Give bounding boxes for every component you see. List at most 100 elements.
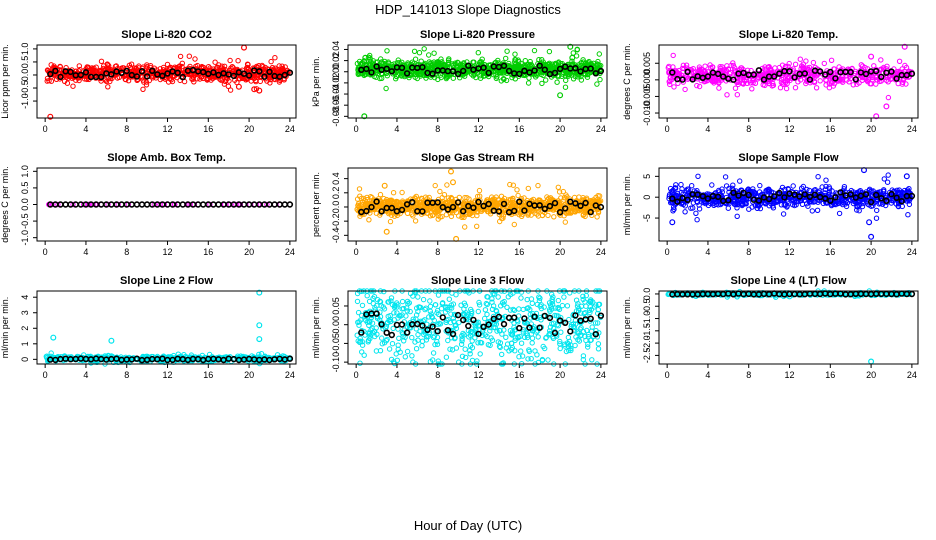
hourly-mean-point <box>776 70 783 77</box>
hourly-mean-point <box>378 208 385 215</box>
hourly-mean-point <box>215 201 222 208</box>
x-tick-label: 8 <box>435 124 440 134</box>
data-point <box>176 63 182 70</box>
data-point <box>702 63 708 69</box>
x-tick-label: 0 <box>43 124 48 134</box>
data-point <box>525 80 532 86</box>
hourly-mean-point <box>475 198 482 206</box>
outlier-point <box>256 322 263 329</box>
data-point <box>122 76 129 83</box>
panel-frame <box>36 44 297 119</box>
data-point <box>257 78 263 85</box>
x-tick-label: 12 <box>474 247 484 257</box>
data-point <box>510 182 516 188</box>
data-point <box>506 60 512 67</box>
hourly-mean-point <box>52 67 59 75</box>
hourly-mean-point <box>827 197 834 204</box>
data-point <box>207 65 213 71</box>
hourly-mean-point <box>714 193 722 201</box>
data-point <box>749 86 755 92</box>
data-point <box>455 60 461 66</box>
data-point <box>563 192 569 198</box>
data-point <box>562 84 569 90</box>
hourly-mean-point <box>480 64 487 71</box>
y-tick-label: 0.005 <box>642 52 652 75</box>
data-point <box>268 58 274 65</box>
x-tick-label: 4 <box>83 370 88 380</box>
data-point <box>432 182 438 189</box>
y-tick-label: 0.00 <box>331 316 341 334</box>
x-tick-label: 20 <box>244 370 254 380</box>
data-point <box>696 202 702 208</box>
hourly-mean-point <box>725 197 732 204</box>
data-point <box>680 201 686 208</box>
data-point <box>573 207 579 213</box>
data-point <box>809 208 815 214</box>
outlier-point <box>569 54 576 61</box>
x-tick-label: 16 <box>203 124 213 134</box>
data-point <box>815 174 821 180</box>
data-point <box>258 351 265 357</box>
data-point <box>368 194 374 200</box>
data-point <box>169 78 176 85</box>
data-point <box>383 60 389 66</box>
data-point <box>491 198 498 205</box>
data-point <box>105 84 111 90</box>
hourly-mean-point <box>505 67 513 75</box>
data-point <box>55 74 61 80</box>
y-tick-label: -0.010 <box>642 100 652 126</box>
data-point <box>354 206 360 213</box>
x-tick-label: 16 <box>825 247 835 257</box>
data-point <box>227 57 233 64</box>
data-point <box>724 92 730 98</box>
hourly-mean-point <box>465 62 472 69</box>
hourly-mean-point <box>572 64 579 72</box>
data-point <box>191 79 197 85</box>
data-point <box>399 298 406 305</box>
x-tick-label: 20 <box>866 247 876 257</box>
data-point <box>681 65 687 72</box>
hourly-mean-point <box>541 66 548 73</box>
hourly-mean-point <box>164 201 171 208</box>
y-tick-label: 0.0 <box>331 201 341 214</box>
data-point <box>477 351 483 357</box>
data-point <box>532 74 539 80</box>
hourly-mean-point <box>256 68 263 75</box>
data-point <box>470 73 476 79</box>
data-point <box>413 202 419 209</box>
outlier-point <box>256 336 263 343</box>
hourly-mean-point <box>240 201 248 208</box>
data-point <box>694 217 700 223</box>
x-tick-label: 8 <box>124 124 129 134</box>
data-point <box>556 189 563 195</box>
hourly-mean-point <box>388 204 395 212</box>
data-point <box>679 186 685 192</box>
hourly-mean-point <box>689 76 696 83</box>
y-tick-label: 0.02 <box>331 52 341 70</box>
y-tick-label: -0.5 <box>20 213 30 229</box>
data-point <box>667 75 674 81</box>
data-point <box>366 217 372 223</box>
x-tick-label: 16 <box>203 370 213 380</box>
data-point <box>790 183 796 189</box>
hourly-mean-point <box>388 68 395 75</box>
data-point <box>358 195 365 202</box>
hourly-mean-point <box>138 68 146 75</box>
data-point <box>740 80 747 86</box>
x-tick-label: 12 <box>163 247 173 257</box>
data-point <box>678 181 684 188</box>
data-point <box>235 58 241 64</box>
data-point <box>716 85 722 91</box>
data-point <box>780 81 787 88</box>
hourly-mean-point <box>281 201 288 208</box>
data-point <box>165 354 171 360</box>
data-point <box>678 189 684 196</box>
outlier-point <box>450 179 457 186</box>
data-point <box>230 65 236 71</box>
hourly-mean-point <box>225 201 232 208</box>
hourly-mean-point <box>220 201 227 208</box>
data-point <box>267 80 273 86</box>
data-point <box>800 64 806 71</box>
